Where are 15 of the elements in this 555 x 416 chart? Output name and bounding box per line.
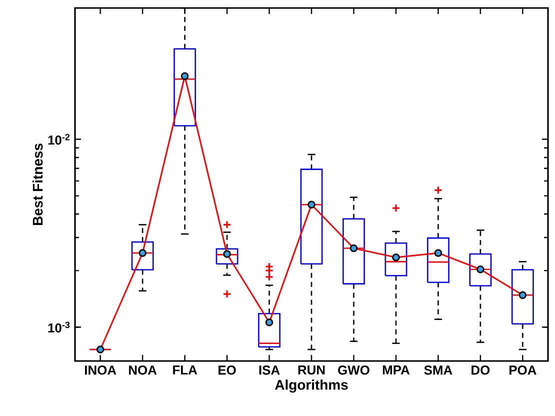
y-tick-label: 10$^{-2}$ (48, 134, 70, 145)
x-tick-label: DO (472, 366, 490, 375)
x-tick-label: NOA (129, 366, 157, 375)
x-tick-label: ISA (259, 366, 280, 375)
x-tick-label: FLA (173, 366, 198, 374)
x-tick-label: SMA (424, 366, 452, 375)
x-tick-label: POA (509, 366, 536, 375)
x-tick-label: MPA (382, 366, 410, 374)
x-tick-label: INOA (85, 366, 116, 375)
x-tick-label: GWO (338, 366, 370, 375)
x-tick-label: RUN (298, 366, 325, 375)
x-axis-title: Algorithms (275, 380, 348, 393)
y-axis-title: Best Fitness (32, 144, 43, 226)
y-tick-label: 10$^{-3}$ (48, 322, 70, 333)
x-tick-label: EO (218, 366, 236, 375)
